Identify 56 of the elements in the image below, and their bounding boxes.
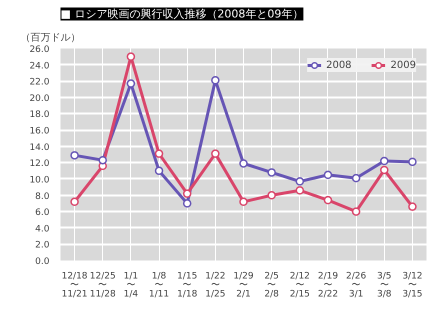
point (267, 191, 276, 200)
y-tick-label: 10.0 (29, 175, 50, 186)
point (296, 177, 304, 186)
y-tick-label: 8.0 (35, 192, 50, 202)
y-axis-title: （百万ドル） (20, 32, 80, 44)
point (267, 168, 276, 177)
point (239, 159, 248, 168)
y-tick-label: 12.0 (29, 159, 50, 170)
point (182, 189, 192, 198)
legend-label: 2008 (326, 60, 352, 70)
x-tick-label: 12/25 〜 11/28 (90, 272, 116, 300)
x-tick-label: 1/8 〜 1/11 (148, 272, 170, 300)
y-tick-label: 4.0 (35, 224, 50, 234)
x-tick-label: 1/22 〜 1/25 (205, 272, 226, 300)
point (126, 79, 136, 88)
x-tick-label: 1/15 〜 1/18 (177, 272, 198, 300)
x-tick-label: 2/12 〜 2/15 (290, 272, 310, 300)
x-tick-label: 12/18 〜 11/21 (62, 272, 88, 300)
point (70, 151, 79, 160)
chart-title: ■ ロシア映画の興行収入推移（2008年と09年） (60, 8, 304, 20)
x-tick-label: 1/1 〜 1/4 (124, 272, 138, 300)
point (154, 149, 164, 158)
y-tick-label: 0.0 (35, 257, 50, 267)
point (126, 52, 136, 61)
point (211, 149, 220, 158)
x-tick-label: 3/12 〜 3/15 (402, 272, 423, 300)
x-tick-label: 3/5 〜 3/8 (377, 272, 392, 300)
y-tick-label: 24.0 (29, 61, 50, 72)
point (352, 207, 360, 216)
point (296, 186, 304, 195)
x-tick-label: 2/5 〜 2/8 (264, 272, 280, 300)
y-tick-label: 14.0 (29, 142, 50, 153)
x-tick-label: 2/19 〜 2/22 (318, 272, 338, 300)
point (352, 174, 360, 182)
x-tick-label: 1/29 〜 2/1 (233, 272, 254, 300)
point (324, 170, 332, 180)
y-tick-label: 16.0 (29, 126, 50, 137)
point (380, 156, 389, 166)
point (182, 199, 192, 208)
y-tick-label: 22.0 (29, 78, 50, 88)
point (408, 158, 417, 166)
point (408, 202, 417, 211)
y-tick-label: 6.0 (35, 208, 50, 218)
y-tick-label: 26.0 (29, 45, 50, 55)
y-tick-label: 2.0 (35, 240, 50, 251)
point (98, 156, 107, 164)
point (380, 166, 389, 174)
point (239, 198, 248, 206)
point (154, 166, 164, 176)
point (211, 76, 220, 85)
y-tick-label: 20.0 (29, 94, 50, 104)
point (70, 198, 79, 206)
y-tick-label: 18.0 (29, 110, 50, 120)
x-tick-label: 2/26 〜 3/1 (346, 272, 366, 300)
point (324, 196, 332, 204)
legend-label: 2009 (390, 60, 416, 70)
